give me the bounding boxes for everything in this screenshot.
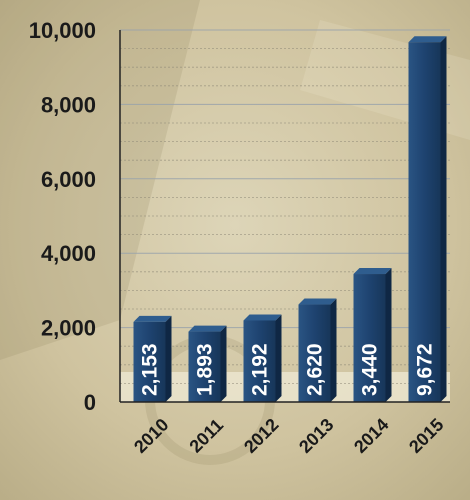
bar-side — [440, 36, 447, 402]
bar — [408, 42, 441, 402]
bar-value-label: 9,672 — [414, 343, 437, 396]
bar — [243, 320, 276, 402]
y-axis-ticks: 0 2,000 4,000 6,000 8,000 10,000 — [29, 18, 96, 415]
y-tick-label: 4,000 — [41, 241, 96, 266]
bar-value-label: 2,192 — [249, 343, 272, 396]
y-tick-label: 8,000 — [41, 92, 96, 117]
bar-value-label: 1,893 — [194, 343, 217, 396]
bar — [188, 331, 221, 402]
bar-side — [165, 315, 172, 402]
bar-top — [353, 268, 392, 275]
bar-top — [188, 325, 227, 332]
bar-side — [275, 314, 282, 402]
plot-floor-band — [120, 372, 450, 402]
bar — [298, 304, 331, 402]
y-tick-label: 10,000 — [29, 18, 96, 43]
bar — [353, 274, 386, 402]
y-tick-label: 6,000 — [41, 167, 96, 192]
bar-side — [385, 268, 392, 402]
bar-side — [220, 325, 227, 402]
bar-series: 2,153 1,893 2,192 2,620 3,440 9,672 — [133, 36, 447, 402]
y-tick-label: 2,000 — [41, 316, 96, 341]
bar-top — [408, 36, 447, 43]
bar-value-label: 2,620 — [304, 343, 327, 396]
bar-top — [243, 314, 282, 321]
bar-side — [330, 298, 337, 402]
bar-value-label: 3,440 — [359, 343, 382, 396]
bar — [133, 321, 166, 402]
bar-top — [133, 315, 172, 322]
gridlines — [120, 29, 450, 384]
bar-top — [298, 298, 337, 305]
bar-value-label: 2,153 — [139, 343, 162, 396]
y-tick-label: 0 — [84, 390, 96, 415]
